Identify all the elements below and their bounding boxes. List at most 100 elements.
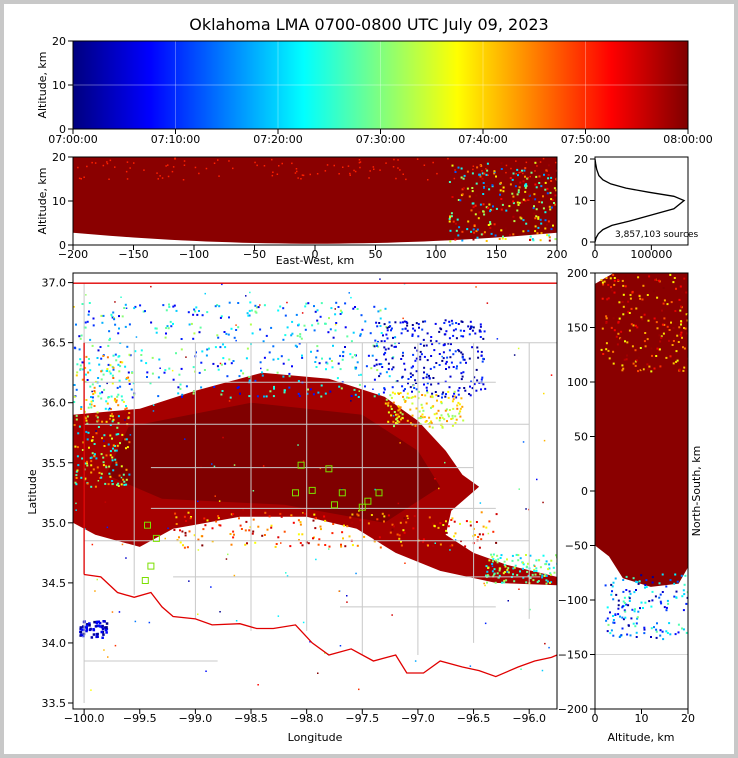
east-west-source-point bbox=[555, 178, 557, 181]
plan-source-point bbox=[407, 382, 409, 385]
east-west-source-point bbox=[460, 167, 463, 170]
plan-source-point bbox=[373, 345, 376, 348]
north-south-source-point bbox=[651, 576, 654, 579]
plan-source-point bbox=[387, 404, 390, 407]
plan-source-point bbox=[297, 380, 300, 383]
plan-source-point bbox=[185, 385, 188, 388]
plan-source-point bbox=[263, 534, 266, 536]
plan-source-point bbox=[519, 570, 521, 573]
north-south-source-point bbox=[675, 590, 678, 593]
east-west-source-point bbox=[80, 178, 82, 180]
east-west-source-point bbox=[516, 209, 519, 212]
north-south-source-point bbox=[612, 350, 615, 353]
lma-station-marker bbox=[358, 503, 366, 511]
plan-source-point bbox=[105, 626, 108, 629]
plan-source-point bbox=[425, 344, 428, 347]
east-west-source-point bbox=[545, 223, 548, 226]
plan-source-point bbox=[486, 574, 489, 577]
east-west-source-point bbox=[500, 162, 503, 165]
plan-source-point bbox=[155, 327, 158, 330]
east-west-source-point bbox=[472, 228, 475, 231]
plan-source-point bbox=[447, 413, 450, 416]
east-west-source-point bbox=[524, 175, 526, 178]
plan-source-point bbox=[168, 305, 171, 308]
plan-source-point bbox=[329, 390, 332, 393]
north-south-source-point bbox=[634, 580, 637, 583]
east-west-source-point bbox=[354, 170, 357, 173]
plan-source-point bbox=[185, 520, 187, 522]
plan-source-point bbox=[341, 531, 344, 534]
east-west-source-point bbox=[548, 236, 551, 239]
plan-source-point bbox=[286, 575, 289, 577]
north-south-source-point bbox=[681, 367, 684, 370]
plan-source-point bbox=[369, 332, 372, 335]
north-south-source-point bbox=[625, 589, 628, 591]
east-west-source-point bbox=[530, 171, 533, 174]
plan-source-point bbox=[398, 537, 401, 540]
north-south-source-point bbox=[644, 586, 646, 589]
plan-source-point bbox=[399, 321, 402, 324]
plan-source-point bbox=[506, 558, 508, 561]
east-west-ylabel: Altitude, km bbox=[36, 167, 49, 234]
north-south-source-point bbox=[648, 365, 651, 368]
east-west-source-point bbox=[512, 172, 515, 175]
east-west-source-point bbox=[461, 197, 463, 200]
plan-source-point bbox=[390, 405, 392, 408]
plan-source-point bbox=[372, 344, 375, 347]
plan-source-point bbox=[360, 373, 363, 376]
lma-station-marker bbox=[338, 489, 346, 497]
plan-source-point bbox=[255, 306, 258, 309]
plan-source-point bbox=[96, 416, 99, 419]
plan-source-point bbox=[178, 536, 180, 539]
east-west-source-point bbox=[466, 187, 469, 190]
plan-source-point bbox=[440, 402, 443, 405]
plan-source-point bbox=[88, 446, 90, 449]
north-south-source-point bbox=[609, 611, 611, 614]
plan-source-point bbox=[112, 444, 115, 447]
plan-source-point bbox=[92, 628, 96, 632]
plan-source-point bbox=[145, 362, 148, 365]
plan-source-point bbox=[522, 576, 525, 579]
east-west-source-point bbox=[547, 220, 550, 223]
north-south-source-point bbox=[686, 591, 688, 594]
plan-source-point bbox=[91, 383, 94, 386]
north-south-source-point bbox=[629, 634, 632, 637]
east-west-source-point bbox=[359, 166, 361, 169]
plan-source-point bbox=[455, 322, 458, 324]
plan-source-point bbox=[354, 354, 356, 356]
north-south-source-point bbox=[675, 350, 678, 353]
plan-source-point bbox=[442, 391, 445, 394]
north-south-source-point bbox=[679, 309, 682, 312]
east-west-source-point bbox=[510, 167, 512, 170]
east-west-source-point bbox=[94, 162, 97, 164]
plan-source-point bbox=[431, 343, 434, 346]
north-south-source-point bbox=[644, 584, 647, 586]
plan-source-point bbox=[125, 407, 128, 410]
north-south-source-point bbox=[609, 277, 612, 280]
east-west-source-point bbox=[534, 170, 536, 172]
east-west-source-point bbox=[167, 164, 169, 166]
east-west-source-point bbox=[349, 172, 351, 175]
east-west-source-point bbox=[482, 182, 485, 184]
plan-source-point bbox=[184, 534, 187, 537]
plan-source-point bbox=[457, 323, 460, 325]
plan-source-point bbox=[101, 391, 104, 394]
plan-source-point bbox=[399, 406, 402, 409]
north-south-source-point bbox=[681, 627, 683, 630]
plan-source-point bbox=[96, 466, 99, 469]
plan-source-point bbox=[399, 442, 401, 444]
plan-source-point bbox=[121, 399, 124, 402]
plan-source-point bbox=[284, 314, 287, 317]
plan-source-point bbox=[448, 386, 451, 389]
east-west-source-point bbox=[529, 235, 532, 238]
east-west-source-point bbox=[518, 186, 521, 189]
east-west-source-point bbox=[512, 215, 515, 218]
east-west-source-point bbox=[544, 219, 547, 222]
plan-source-point bbox=[520, 668, 522, 670]
north-south-source-point bbox=[660, 335, 663, 338]
east-west-source-point bbox=[466, 170, 469, 173]
east-west-source-point bbox=[373, 168, 375, 170]
north-south-source-point bbox=[605, 317, 608, 320]
east-west-source-point bbox=[526, 177, 529, 180]
